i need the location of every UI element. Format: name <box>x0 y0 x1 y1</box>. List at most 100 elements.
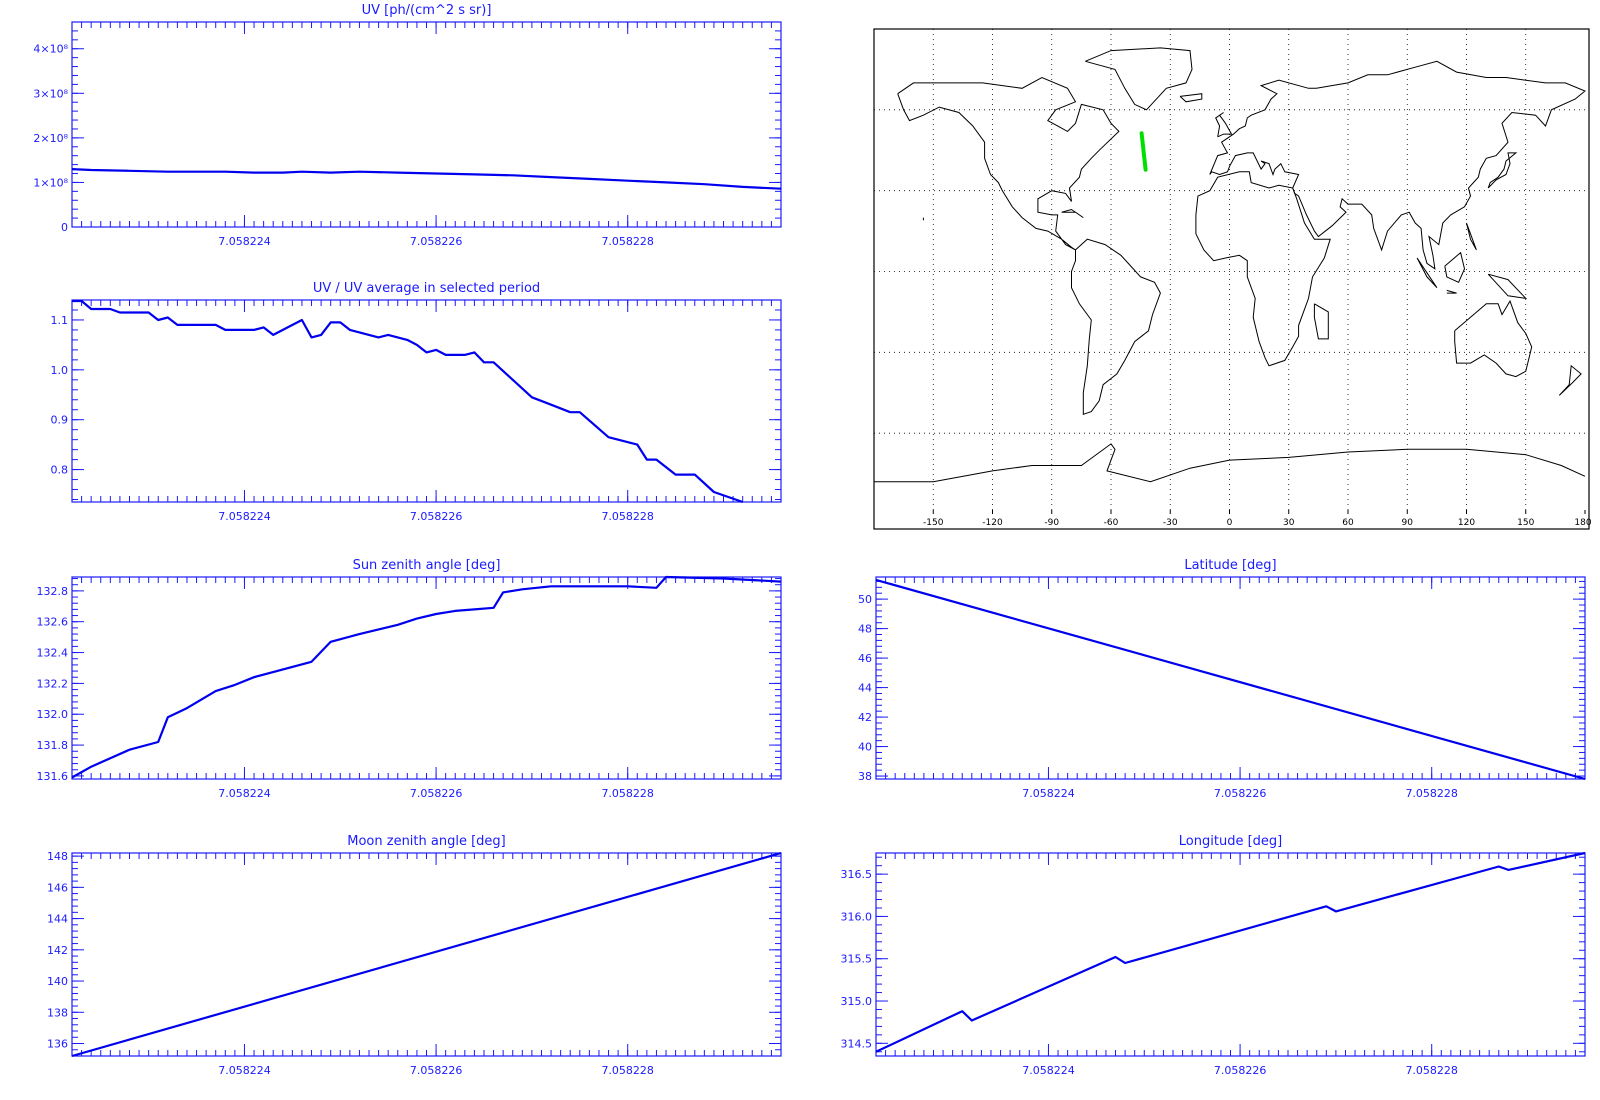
y-tick-label: 316.0 <box>841 910 873 923</box>
map-x-tick-label: -30 <box>1163 518 1178 528</box>
plot-frame <box>875 852 1586 1057</box>
y-tick-label: 144 <box>47 913 68 926</box>
y-tick-label: 50 <box>858 593 872 606</box>
x-tick-label: 7.058228 <box>601 510 654 523</box>
map-x-tick-label: -60 <box>1104 518 1119 528</box>
coastline <box>874 443 1586 483</box>
chart-title: Longitude [deg] <box>1179 834 1282 849</box>
map-x-tick-label: 30 <box>1283 518 1295 528</box>
map-x-tick-label: 180 <box>1574 518 1591 528</box>
x-tick-label: 7.058226 <box>1214 787 1267 800</box>
chart-title: UV / UV average in selected period <box>313 281 540 296</box>
coastline <box>1195 171 1331 367</box>
x-tick-label: 7.058228 <box>1405 1064 1458 1077</box>
y-tick-label: 40 <box>858 741 872 754</box>
map-x-tick-label: 60 <box>1342 518 1354 528</box>
coastline <box>1558 364 1582 396</box>
coastline <box>897 76 1120 251</box>
plot-frame <box>71 576 782 780</box>
plot-frame <box>71 299 782 503</box>
x-tick-label: 7.058224 <box>1022 787 1075 800</box>
coastline <box>1085 47 1193 111</box>
y-tick-label: 314.5 <box>841 1037 873 1050</box>
plot-frame <box>71 21 782 228</box>
chart-0: UV [ph/(cm^2 s sr)] 7.058224 7.058226 7.058… <box>33 3 782 248</box>
x-tick-label: 7.058224 <box>218 510 271 523</box>
coastline <box>1071 238 1161 415</box>
world-map: -150 -120 -90 -60 -30 0 30 60 90 120 150 180 <box>873 28 1592 530</box>
y-tick-label: 2×10⁸ <box>33 132 68 145</box>
x-tick-label: 7.058228 <box>601 235 654 248</box>
y-tick-label: 132.0 <box>37 708 69 721</box>
y-tick-label: 146 <box>47 881 68 894</box>
y-tick-label: 0.8 <box>51 464 69 477</box>
chart-3: Latitude [deg] 7.058224 7.058226 7.058228 38… <box>858 558 1586 800</box>
coastline <box>1061 208 1084 219</box>
chart-title: Latitude [deg] <box>1184 558 1276 573</box>
x-tick-label: 7.058226 <box>1214 1064 1267 1077</box>
y-tick-label: 1.0 <box>51 364 69 377</box>
y-tick-label: 132.6 <box>37 616 69 629</box>
y-tick-label: 132.4 <box>37 647 69 660</box>
x-tick-label: 7.058226 <box>410 235 463 248</box>
coastline <box>1446 289 1457 294</box>
map-x-tick-label: -120 <box>982 518 1003 528</box>
map-x-tick-label: 0 <box>1227 518 1233 528</box>
chart-2: Sun zenith angle [deg] 7.058224 7.058226 7.… <box>37 558 782 800</box>
coastline <box>1313 303 1329 340</box>
y-tick-label: 132.8 <box>37 585 69 598</box>
y-tick-label: 46 <box>858 652 872 665</box>
y-tick-label: 48 <box>858 623 872 636</box>
map-x-tick-label: -90 <box>1044 518 1059 528</box>
y-tick-label: 1.1 <box>51 314 69 327</box>
map-x-tick-label: -150 <box>923 518 944 528</box>
chart-4: Moon zenith angle [deg] 7.058224 7.058226 7… <box>47 834 782 1077</box>
series-line <box>71 575 782 779</box>
y-tick-label: 131.6 <box>37 770 69 783</box>
coastline <box>1466 222 1477 251</box>
y-tick-label: 142 <box>47 944 68 957</box>
x-tick-label: 7.058224 <box>218 787 271 800</box>
x-tick-label: 7.058224 <box>218 235 271 248</box>
x-tick-label: 7.058226 <box>410 510 463 523</box>
x-tick-label: 7.058226 <box>410 1064 463 1077</box>
map-x-tick-label: 150 <box>1517 518 1534 528</box>
coastline <box>1444 251 1466 283</box>
y-tick-label: 316.5 <box>841 868 873 881</box>
y-tick-label: 3×10⁸ <box>33 87 68 100</box>
coastline <box>1215 112 1233 138</box>
y-tick-label: 148 <box>47 850 68 863</box>
coastline <box>1179 93 1203 103</box>
y-tick-label: 4×10⁸ <box>33 43 68 56</box>
y-tick-label: 138 <box>47 1006 68 1019</box>
y-tick-label: 132.2 <box>37 677 69 690</box>
y-tick-label: 1×10⁸ <box>33 176 68 189</box>
coastline <box>1487 273 1528 300</box>
satellite-track <box>1139 131 1148 172</box>
series-line <box>875 578 1586 781</box>
chart-title: Sun zenith angle [deg] <box>353 558 501 573</box>
x-tick-label: 7.058228 <box>1405 787 1458 800</box>
series-line <box>875 851 1586 1053</box>
chart-5: Longitude [deg] 7.058224 7.058226 7.058228 3… <box>841 834 1586 1077</box>
x-tick-label: 7.058224 <box>218 1064 271 1077</box>
map-x-tick-label: 90 <box>1402 518 1414 528</box>
chart-title: Moon zenith angle [deg] <box>347 834 505 849</box>
y-tick-label: 315.0 <box>841 995 873 1008</box>
y-tick-label: 140 <box>47 975 68 988</box>
y-tick-label: 136 <box>47 1038 68 1051</box>
y-tick-label: 131.8 <box>37 739 69 752</box>
y-tick-label: 0 <box>61 221 68 234</box>
x-tick-label: 7.058228 <box>601 1064 654 1077</box>
series-line <box>72 299 744 504</box>
y-tick-label: 42 <box>858 711 872 724</box>
coastline <box>1487 152 1518 189</box>
x-tick-label: 7.058228 <box>601 787 654 800</box>
x-tick-label: 7.058226 <box>410 787 463 800</box>
coastline <box>1454 299 1533 378</box>
coastline <box>1209 60 1586 270</box>
series-line <box>71 851 782 1058</box>
y-tick-label: 0.9 <box>51 414 69 427</box>
y-tick-label: 315.5 <box>841 953 873 966</box>
